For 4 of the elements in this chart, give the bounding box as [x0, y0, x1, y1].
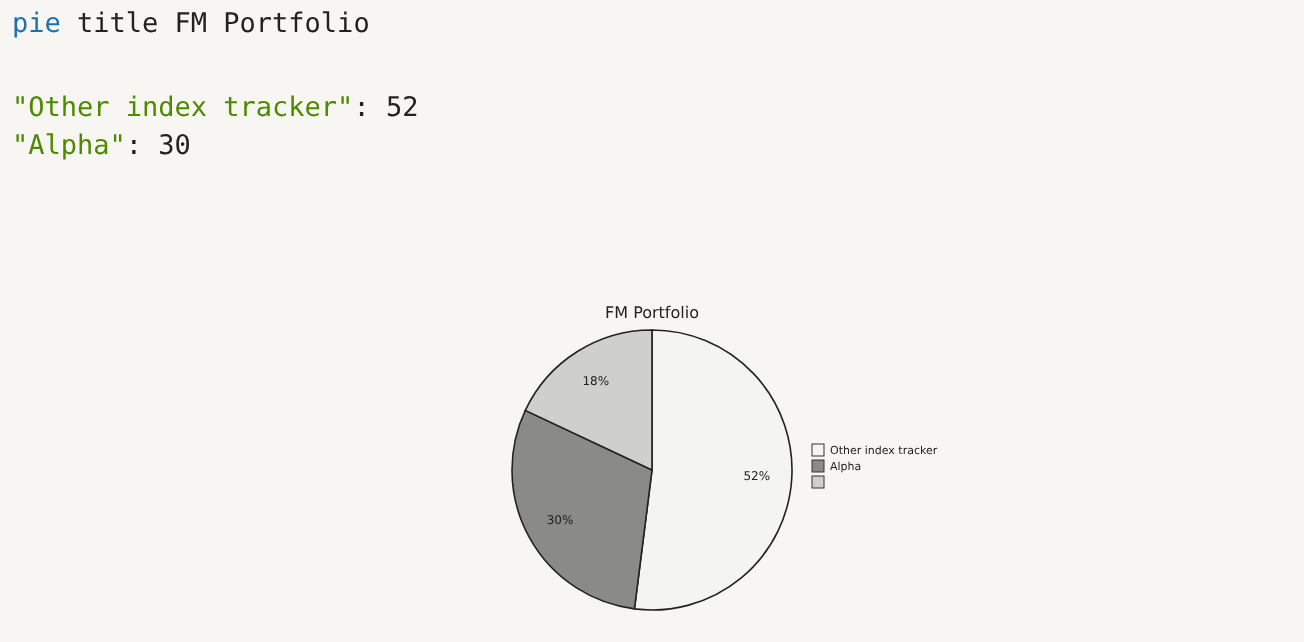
text: "Other index tracker": 52 [12, 92, 419, 124]
text: pie title FM Portfolio [12, 8, 370, 40]
text: "Alpha": 30 [12, 130, 191, 162]
chart-title: FM Portfolio [605, 304, 700, 322]
